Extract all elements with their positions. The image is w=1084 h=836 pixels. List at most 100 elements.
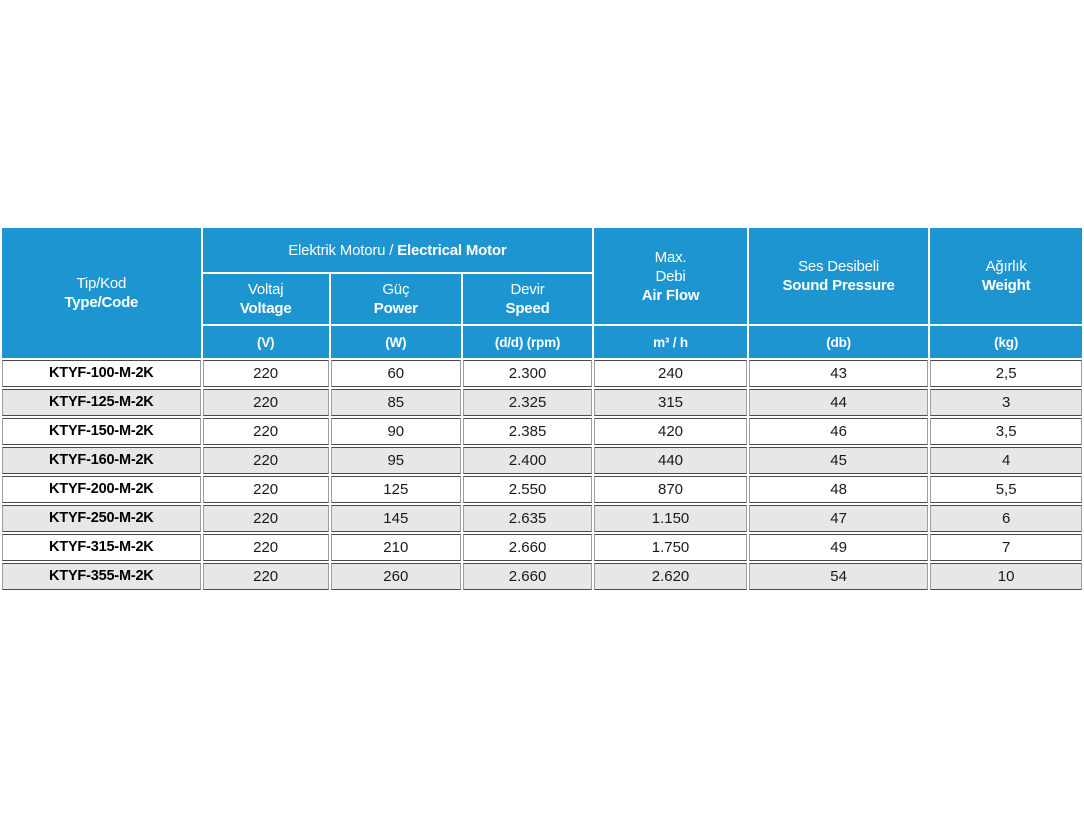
header-power-en: Power <box>373 300 418 317</box>
cell-voltage: 220 <box>202 563 329 590</box>
cell-speed: 2.300 <box>462 360 593 387</box>
cell-weight: 6 <box>930 505 1082 532</box>
cell-type-code: KTYF-315-M-2K <box>2 534 201 561</box>
cell-voltage: 220 <box>202 418 329 445</box>
unit-sound-pressure: (db) <box>748 326 929 358</box>
header-row-units: (V) (W) (d/d) (rpm) m³ / h (db) (kg) <box>2 326 1082 358</box>
cell-voltage: 220 <box>202 389 329 416</box>
cell-speed: 2.635 <box>462 505 593 532</box>
cell-type-code: KTYF-100-M-2K <box>2 360 201 387</box>
cell-air-flow: 440 <box>594 447 747 474</box>
cell-weight: 3,5 <box>930 418 1082 445</box>
cell-sound: 44 <box>748 389 929 416</box>
table-row: KTYF-355-M-2K 220 260 2.660 2.620 54 10 <box>2 563 1082 590</box>
header-voltage-tr: Voltaj <box>247 281 284 298</box>
cell-voltage: 220 <box>202 360 329 387</box>
cell-sound: 54 <box>748 563 929 590</box>
cell-type-code: KTYF-355-M-2K <box>2 563 201 590</box>
header-type-code-en: Type/Code <box>64 294 139 311</box>
cell-power: 95 <box>330 447 461 474</box>
table-row: KTYF-150-M-2K 220 90 2.385 420 46 3,5 <box>2 418 1082 445</box>
cell-weight: 2,5 <box>930 360 1082 387</box>
cell-weight: 3 <box>930 389 1082 416</box>
header-air-flow-tr-1: Max. <box>654 248 687 266</box>
header-type-code: Tip/Kod Type/Code <box>2 228 201 358</box>
cell-power: 210 <box>330 534 461 561</box>
cell-power: 60 <box>330 360 461 387</box>
header-air-flow-tr-2: Debi <box>655 267 686 285</box>
cell-type-code: KTYF-250-M-2K <box>2 505 201 532</box>
header-speed-tr: Devir <box>510 281 545 298</box>
header-sound-pressure-tr: Ses Desibeli <box>798 258 880 275</box>
cell-type-code: KTYF-160-M-2K <box>2 447 201 474</box>
cell-power: 85 <box>330 389 461 416</box>
header-motor-group-tr: Elektrik Motoru / <box>288 241 398 259</box>
cell-sound: 46 <box>748 418 929 445</box>
table-row: KTYF-100-M-2K 220 60 2.300 240 43 2,5 <box>2 360 1082 387</box>
header-air-flow-en: Air Flow <box>641 286 700 304</box>
cell-power: 260 <box>330 563 461 590</box>
cell-air-flow: 870 <box>594 476 747 503</box>
cell-air-flow: 2.620 <box>594 563 747 590</box>
unit-power: (W) <box>330 326 461 358</box>
cell-type-code: KTYF-125-M-2K <box>2 389 201 416</box>
cell-air-flow: 315 <box>594 389 747 416</box>
cell-power: 145 <box>330 505 461 532</box>
cell-type-code: KTYF-200-M-2K <box>2 476 201 503</box>
header-weight: Ağırlık Weight <box>930 228 1082 324</box>
cell-weight: 10 <box>930 563 1082 590</box>
cell-air-flow: 1.750 <box>594 534 747 561</box>
header-type-code-tr: Tip/Kod <box>76 275 127 292</box>
table-row: KTYF-200-M-2K 220 125 2.550 870 48 5,5 <box>2 476 1082 503</box>
cell-sound: 48 <box>748 476 929 503</box>
cell-air-flow: 420 <box>594 418 747 445</box>
cell-speed: 2.385 <box>462 418 593 445</box>
cell-weight: 4 <box>930 447 1082 474</box>
table-row: KTYF-125-M-2K 220 85 2.325 315 44 3 <box>2 389 1082 416</box>
cell-weight: 7 <box>930 534 1082 561</box>
cell-voltage: 220 <box>202 505 329 532</box>
cell-speed: 2.550 <box>462 476 593 503</box>
unit-weight: (kg) <box>930 326 1082 358</box>
header-power-tr: Güç <box>382 281 410 298</box>
cell-voltage: 220 <box>202 447 329 474</box>
header-weight-tr: Ağırlık <box>985 258 1027 275</box>
unit-air-flow: m³ / h <box>594 326 747 358</box>
cell-weight: 5,5 <box>930 476 1082 503</box>
cell-sound: 43 <box>748 360 929 387</box>
header-row-group: Tip/Kod Type/Code Elektrik Motoru / Elec… <box>2 228 1082 358</box>
cell-speed: 2.660 <box>462 563 593 590</box>
header-electrical-motor-group: Elektrik Motoru / Electrical Motor <box>202 228 593 272</box>
table-row: KTYF-250-M-2K 220 145 2.635 1.150 47 6 <box>2 505 1082 532</box>
header-power: Güç Power <box>330 274 461 324</box>
cell-voltage: 220 <box>202 476 329 503</box>
specification-table: Tip/Kod Type/Code Elektrik Motoru / Elec… <box>0 226 1084 592</box>
cell-sound: 45 <box>748 447 929 474</box>
cell-voltage: 220 <box>202 534 329 561</box>
table-row: KTYF-160-M-2K 220 95 2.400 440 45 4 <box>2 447 1082 474</box>
cell-air-flow: 1.150 <box>594 505 747 532</box>
cell-speed: 2.660 <box>462 534 593 561</box>
header-sound-pressure-en: Sound Pressure <box>782 277 895 294</box>
cell-power: 90 <box>330 418 461 445</box>
cell-power: 125 <box>330 476 461 503</box>
header-weight-en: Weight <box>981 277 1031 294</box>
table-row: KTYF-315-M-2K 220 210 2.660 1.750 49 7 <box>2 534 1082 561</box>
cell-sound: 47 <box>748 505 929 532</box>
header-speed: Devir Speed <box>462 274 593 324</box>
header-motor-group-en: Electrical Motor <box>397 241 507 259</box>
cell-air-flow: 240 <box>594 360 747 387</box>
header-sound-pressure: Ses Desibeli Sound Pressure <box>748 228 929 324</box>
unit-speed: (d/d) (rpm) <box>462 326 593 358</box>
header-voltage: Voltaj Voltage <box>202 274 329 324</box>
cell-speed: 2.400 <box>462 447 593 474</box>
header-air-flow: Max. Debi Air Flow <box>594 228 747 324</box>
unit-voltage: (V) <box>202 326 329 358</box>
cell-type-code: KTYF-150-M-2K <box>2 418 201 445</box>
header-speed-en: Speed <box>505 300 550 317</box>
header-row-sub: Voltaj Voltage Güç Power Devir Speed <box>2 274 1082 324</box>
cell-sound: 49 <box>748 534 929 561</box>
header-voltage-en: Voltage <box>239 300 292 317</box>
cell-speed: 2.325 <box>462 389 593 416</box>
